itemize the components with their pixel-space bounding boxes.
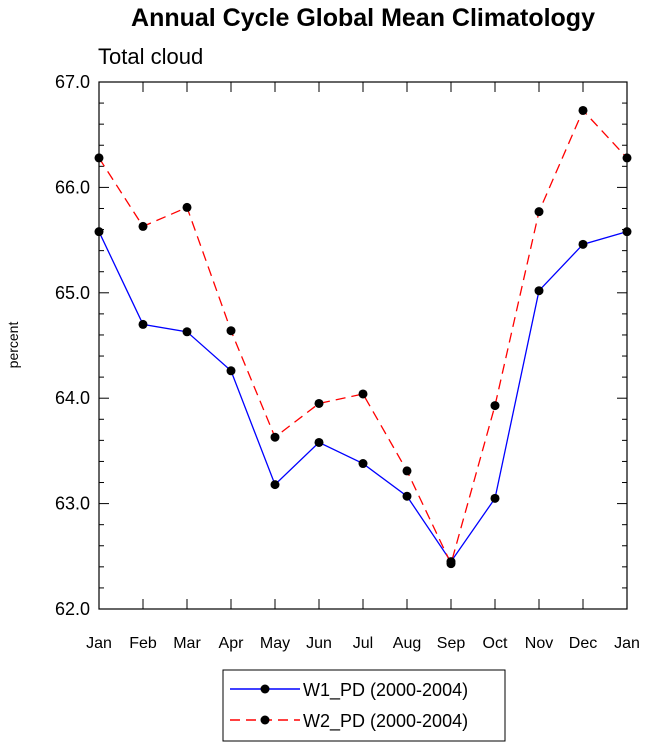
plot-frame xyxy=(98,81,628,610)
legend-label-w1: W1_PD (2000-2004) xyxy=(303,680,468,701)
y-tick-label: 64.0 xyxy=(55,388,90,408)
data-point-w2 xyxy=(446,559,456,569)
y-tick-label: 67.0 xyxy=(55,72,90,92)
legend-label-w2: W2_PD (2000-2004) xyxy=(303,711,468,732)
data-point-w1 xyxy=(314,437,324,447)
data-point-w1 xyxy=(226,366,236,376)
y-axis-ticks: 62.0 63.0 64.0 65.0 66.0 67.0 xyxy=(55,72,627,619)
x-tick-label: Dec xyxy=(569,635,597,652)
data-point-w1 xyxy=(358,459,368,469)
series-line-w2 xyxy=(98,109,628,566)
data-point-w2 xyxy=(182,202,192,212)
series-lines xyxy=(98,109,628,566)
data-point-w1 xyxy=(534,286,544,296)
x-tick-label: Aug xyxy=(393,635,421,652)
chart-subtitle: Total cloud xyxy=(98,44,203,69)
data-point-w2 xyxy=(402,466,412,476)
x-tick-label: Mar xyxy=(173,635,201,652)
data-point-w1 xyxy=(94,227,104,237)
x-tick-label: Sep xyxy=(437,635,466,652)
data-point-w2 xyxy=(358,389,368,399)
data-point-w2 xyxy=(226,326,236,336)
x-tick-label: Jan xyxy=(614,635,640,652)
chart-title: Annual Cycle Global Mean Climatology xyxy=(131,4,595,32)
data-point-w1 xyxy=(622,227,632,237)
y-axis-label: percent xyxy=(5,322,21,369)
y-tick-label: 63.0 xyxy=(55,494,90,514)
x-tick-label: Nov xyxy=(525,635,553,652)
data-point-w2 xyxy=(578,105,588,115)
legend-box xyxy=(222,669,506,742)
data-point-w2 xyxy=(490,401,500,411)
data-point-w1 xyxy=(402,491,412,501)
y-tick-label: 62.0 xyxy=(55,599,90,619)
legend: W1_PD (2000-2004) W2_PD (2000-2004) xyxy=(222,669,506,742)
series-markers xyxy=(94,105,632,569)
x-tick-label: Jul xyxy=(353,635,373,652)
data-point-w1 xyxy=(182,327,192,337)
data-point-w1 xyxy=(270,480,280,490)
data-point-w2 xyxy=(270,432,280,442)
y-tick-label: 66.0 xyxy=(55,177,90,197)
x-axis-ticks: Jan Feb Mar Apr May Jun Jul Aug Sep Oct Nov Dec Jan xyxy=(86,82,640,652)
x-tick-label: Apr xyxy=(219,635,245,652)
data-point-w2 xyxy=(314,398,324,408)
legend-marker-w1 xyxy=(260,684,270,694)
data-point-w2 xyxy=(622,153,632,163)
y-tick-label: 65.0 xyxy=(55,283,90,303)
data-point-w2 xyxy=(94,153,104,163)
x-tick-label: Feb xyxy=(129,635,157,652)
x-tick-label: May xyxy=(260,635,290,652)
x-tick-label: Jun xyxy=(306,635,332,652)
data-point-w2 xyxy=(534,207,544,217)
data-point-w1 xyxy=(490,493,500,503)
x-tick-label: Oct xyxy=(483,635,508,652)
data-point-w2 xyxy=(138,221,148,231)
legend-marker-w2 xyxy=(260,715,270,725)
x-tick-label: Jan xyxy=(86,635,112,652)
data-point-w1 xyxy=(578,239,588,249)
data-point-w1 xyxy=(138,319,148,329)
